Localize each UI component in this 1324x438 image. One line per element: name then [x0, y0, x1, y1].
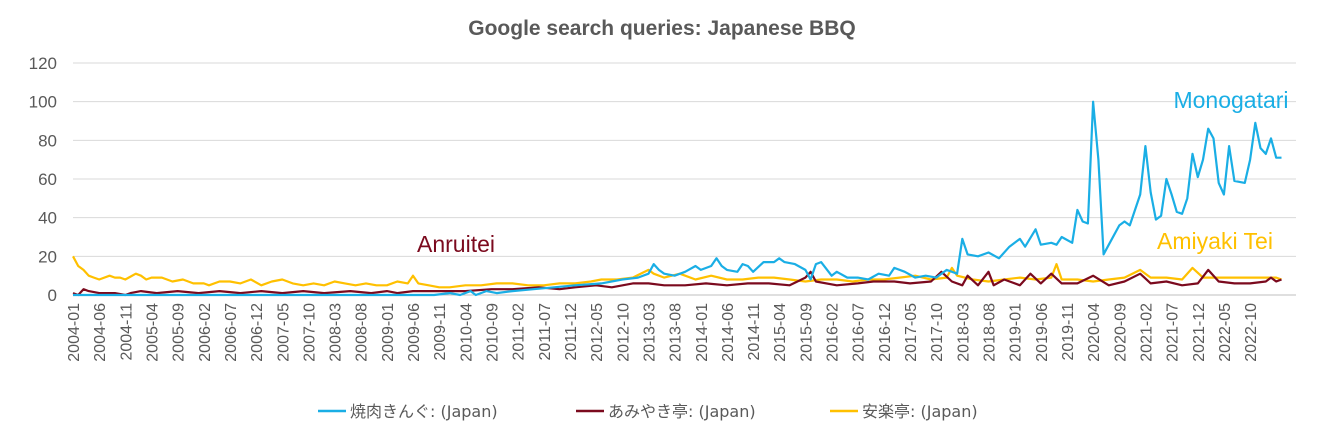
x-tick-label: 2020-09 — [1112, 303, 1129, 362]
y-tick-label: 20 — [38, 247, 57, 266]
annotations: Monogatari Anruitei Amiyaki Tei — [417, 87, 1289, 257]
x-tick-label: 2012-10 — [615, 303, 632, 362]
legend-label: 安楽亭: (Japan) — [862, 402, 978, 421]
x-tick-label: 2016-07 — [851, 303, 868, 362]
plot-area — [72, 100, 1282, 297]
x-tick-label: 2017-10 — [929, 303, 946, 362]
x-tick-label: 2014-01 — [694, 303, 711, 362]
x-tick-label: 2011-12 — [563, 303, 580, 361]
x-tick-label: 2018-08 — [982, 303, 999, 362]
series-line — [72, 255, 1282, 289]
x-tick-label: 2007-10 — [301, 303, 318, 362]
x-tick-label: 2007-05 — [275, 303, 292, 362]
series-annotation: Monogatari — [1173, 87, 1288, 113]
x-tick-label: 2006-12 — [249, 303, 266, 362]
series-line — [72, 268, 1282, 297]
x-tick-label: 2008-03 — [328, 303, 345, 362]
x-tick-label: 2010-04 — [458, 303, 475, 362]
y-tick-label: 0 — [48, 286, 57, 305]
y-tick-label: 100 — [29, 93, 57, 112]
x-tick-label: 2004-11 — [118, 303, 135, 361]
x-tick-label: 2006-02 — [197, 303, 214, 362]
x-tick-label: 2019-11 — [1060, 303, 1077, 361]
x-tick-label: 2014-06 — [720, 303, 737, 362]
y-tick-label: 80 — [38, 131, 57, 150]
x-tick-label: 2014-11 — [746, 303, 763, 361]
chart-title: Google search queries: Japanese BBQ — [468, 17, 855, 40]
x-tick-label: 2004-06 — [92, 303, 109, 362]
x-tick-label: 2018-03 — [955, 303, 972, 362]
x-axis: 2004-01 2004-06 2004-11 2005-04 2005-09 2006-… — [66, 303, 1260, 362]
x-tick-label: 2006-07 — [223, 303, 240, 362]
x-tick-label: 2017-05 — [903, 303, 920, 362]
x-tick-label: 2011-02 — [511, 303, 528, 361]
legend-label: 焼肉きんぐ: (Japan) — [350, 402, 498, 421]
x-tick-label: 2022-05 — [1217, 303, 1234, 362]
gridlines — [73, 62, 1296, 257]
x-tick-label: 2019-06 — [1034, 303, 1051, 362]
x-tick-label: 2011-07 — [537, 303, 554, 361]
x-tick-label: 2005-04 — [144, 303, 161, 362]
series-annotation: Amiyaki Tei — [1157, 228, 1273, 254]
x-tick-label: 2010-09 — [485, 303, 502, 362]
series-annotation: Anruitei — [417, 231, 495, 257]
legend: 焼肉きんぐ: (Japan) あみやき亭: (Japan) 安楽亭: (Japan) — [318, 402, 978, 421]
x-tick-label: 2015-09 — [798, 303, 815, 362]
x-tick-label: 2009-11 — [432, 303, 449, 361]
x-tick-label: 2013-08 — [668, 303, 685, 362]
x-tick-label: 2013-03 — [641, 303, 658, 362]
x-tick-label: 2021-07 — [1165, 303, 1182, 362]
x-tick-label: 2009-01 — [380, 303, 397, 362]
x-tick-label: 2016-02 — [825, 303, 842, 362]
x-tick-label: 2022-10 — [1243, 303, 1260, 362]
x-tick-label: 2012-05 — [589, 303, 606, 362]
y-tick-label: 40 — [38, 209, 57, 228]
x-tick-label: 2004-01 — [66, 303, 83, 362]
x-tick-label: 2019-01 — [1008, 303, 1025, 362]
x-tick-label: 2015-04 — [772, 303, 789, 362]
x-tick-label: 2021-02 — [1138, 303, 1155, 362]
legend-label: あみやき亭: (Japan) — [608, 402, 756, 421]
y-tick-label: 60 — [38, 170, 57, 189]
series-line — [73, 100, 1282, 297]
x-tick-label: 2008-08 — [354, 303, 371, 362]
x-tick-label: 2016-12 — [877, 303, 894, 362]
x-tick-label: 2021-12 — [1191, 303, 1208, 362]
x-tick-label: 2005-09 — [171, 303, 188, 362]
x-tick-label: 2009-06 — [406, 303, 423, 362]
x-tick-label: 2020-04 — [1086, 303, 1103, 362]
y-tick-label: 120 — [29, 54, 57, 73]
